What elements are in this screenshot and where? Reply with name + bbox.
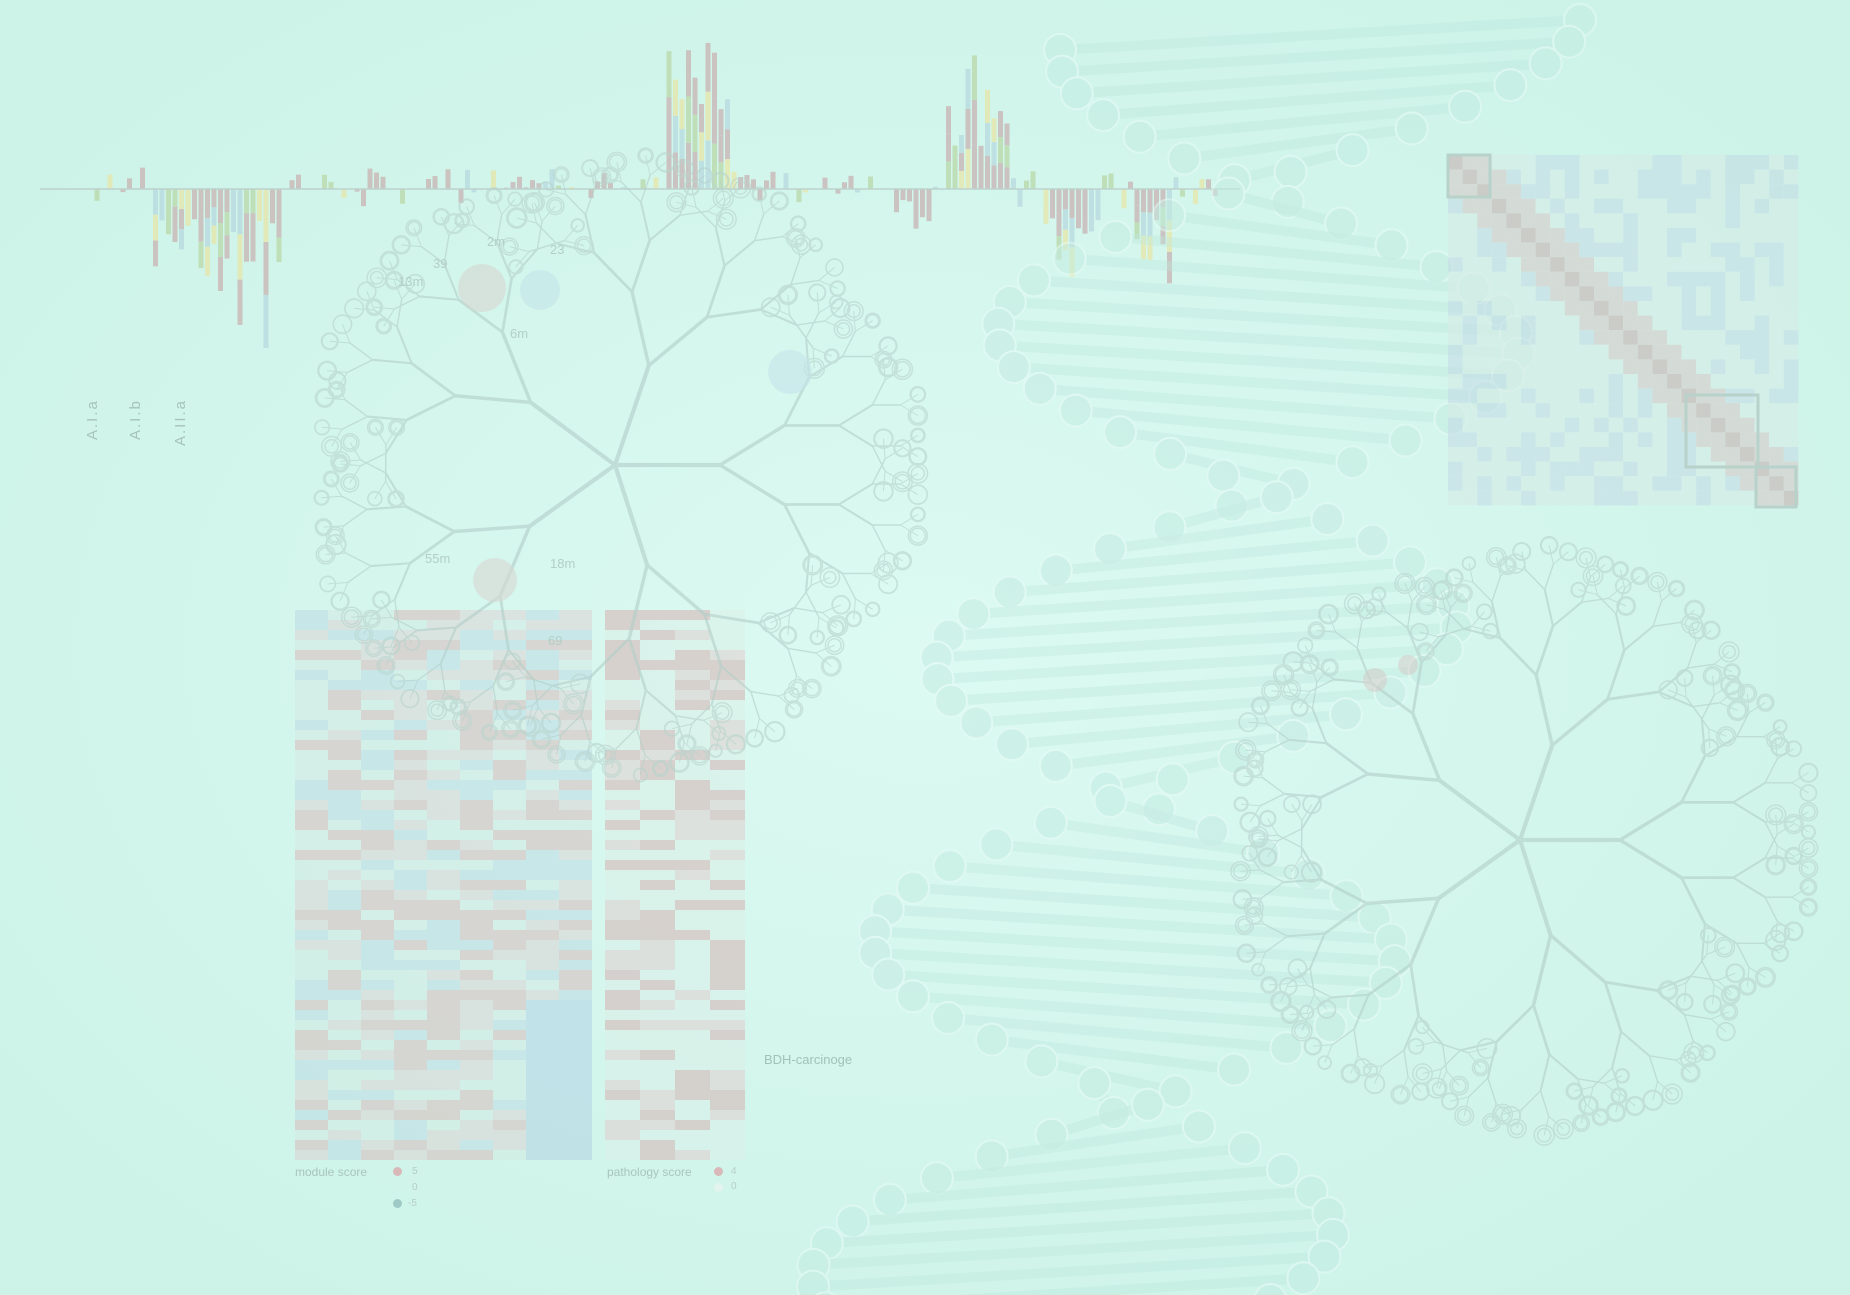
tree-label: 55m: [425, 551, 451, 566]
section-label-a2a: A.II.a: [172, 398, 189, 446]
tree-label: 13m: [398, 274, 424, 289]
legend-dot-zero: [714, 1183, 723, 1192]
waterfall-bars: [94, 42, 1218, 348]
tree-label: 39: [433, 256, 448, 271]
section-label-a1a: A.I.a: [84, 399, 101, 440]
dendrogram-tree-upper: [313, 147, 929, 783]
pathology-heatmap: [605, 610, 745, 1160]
pathology-legend-value: 4: [731, 1166, 737, 1177]
dendrogram-tree-lower: [1230, 535, 1819, 1146]
tree-label: 2m: [487, 234, 506, 249]
tree-label: 23: [550, 242, 565, 257]
pathology-legend-value: 0: [731, 1181, 737, 1192]
heatmap-label: BDH-carcinoge: [764, 1052, 853, 1067]
legend-dot-low: [393, 1199, 402, 1208]
tree-label: 69: [548, 633, 563, 648]
module-legend-value: 5: [412, 1166, 418, 1177]
correlation-matrix: [1446, 153, 1799, 509]
module-legend-title: module score: [295, 1165, 368, 1179]
legend-dot-high: [714, 1167, 723, 1176]
module-legend-value: 0: [412, 1182, 418, 1193]
pathology-legend-title: pathology score: [607, 1165, 692, 1179]
tree-label: 6m: [510, 326, 529, 341]
section-label-a1b: A.I.b: [127, 399, 144, 440]
module-legend-value: -5: [408, 1198, 417, 1209]
legend-dot-high: [393, 1167, 402, 1176]
tree-label: 18m: [550, 556, 576, 571]
module-heatmap: [295, 610, 592, 1160]
